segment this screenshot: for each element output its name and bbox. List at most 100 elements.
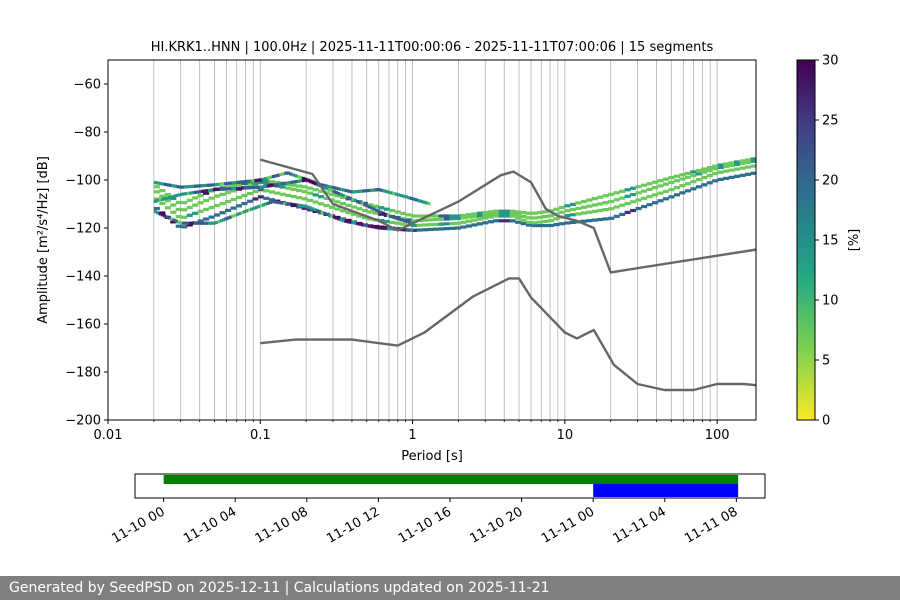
psd-cell <box>734 174 741 178</box>
psd-cell <box>350 205 357 209</box>
psd-cell <box>296 184 303 188</box>
psd-cell <box>236 186 240 191</box>
psd-cell <box>312 193 319 197</box>
psd-cell <box>318 210 322 214</box>
psd-cell <box>244 179 248 184</box>
psd-cell <box>263 189 270 193</box>
psd-cell <box>276 200 280 204</box>
psd-cell <box>274 191 281 195</box>
psd-cell <box>278 201 282 205</box>
psd-cell <box>230 189 237 193</box>
psd-cell <box>178 185 183 189</box>
psd-cell <box>241 180 245 184</box>
psd-cell <box>537 215 544 219</box>
psd-cell <box>246 184 253 188</box>
psd-cell <box>398 217 402 221</box>
psd-cell <box>235 182 243 187</box>
psd-cell <box>231 187 235 191</box>
psd-cell <box>739 159 746 163</box>
psd-cell <box>339 201 347 206</box>
psd-cell <box>591 197 598 201</box>
psd-cell <box>351 197 355 202</box>
psd-cell <box>160 197 164 201</box>
psd-cell <box>159 201 166 206</box>
psd-cell <box>668 176 675 180</box>
psd-cell <box>695 172 702 176</box>
psd-cell <box>613 205 620 209</box>
psd-cell <box>360 223 364 227</box>
psd-cell <box>196 184 200 188</box>
psd-cell <box>717 177 724 181</box>
psd-cell <box>334 216 338 220</box>
psd-cell <box>386 227 390 231</box>
psd-cell <box>279 185 286 189</box>
noise-models <box>259 158 756 392</box>
psd-cell <box>635 206 642 211</box>
psd-cell <box>224 187 228 191</box>
psd-cell <box>580 205 587 209</box>
psd-cell <box>192 203 199 207</box>
psd-cell <box>372 204 379 208</box>
psd-cell <box>493 214 500 218</box>
psd-cell <box>252 197 259 201</box>
psd-cell <box>745 158 752 162</box>
psd-cell <box>383 207 390 211</box>
psd-cell <box>363 223 367 227</box>
psd-cell <box>301 185 308 189</box>
psd-cell <box>419 199 423 203</box>
psd-cell <box>203 191 210 195</box>
psd-cell <box>482 221 489 225</box>
psd-cell <box>372 188 376 192</box>
psd-cell <box>173 184 178 188</box>
psd-cell <box>608 216 615 220</box>
psd-cell <box>433 222 440 226</box>
psd-cell <box>165 196 169 200</box>
psd-cell <box>235 195 243 200</box>
psd-cell <box>386 213 390 218</box>
psd-cell <box>241 201 248 206</box>
psd-cell <box>296 175 301 179</box>
psd-cell <box>268 180 275 184</box>
psd-cell <box>222 218 226 222</box>
psd-cell <box>283 181 287 186</box>
psd-cell <box>369 188 373 192</box>
psd-cell <box>188 184 193 189</box>
psd-cell <box>206 183 210 187</box>
psd-cell <box>219 182 223 186</box>
psd-cell <box>412 197 416 201</box>
psd-cell <box>591 209 598 213</box>
psd-cell <box>739 166 746 170</box>
psd-cell <box>414 198 418 202</box>
psd-cell <box>422 228 429 232</box>
psd-cell <box>542 215 549 219</box>
psd-cell <box>460 220 467 224</box>
psd-cell <box>285 202 289 206</box>
psd-cell <box>254 178 258 183</box>
psd-cell <box>597 208 604 213</box>
psd-cell <box>487 212 494 216</box>
psd-cell <box>404 195 408 199</box>
psd-cell <box>547 223 555 228</box>
psd-cell <box>211 183 215 187</box>
psd-cell <box>245 186 249 190</box>
psd-cell <box>460 225 467 229</box>
psd-cell <box>619 189 626 193</box>
psd-cell <box>294 203 298 207</box>
psd-cell <box>717 165 724 169</box>
psd-cell <box>217 220 221 224</box>
psd-cell <box>370 206 374 210</box>
psd-cell <box>717 163 724 167</box>
psd-cell <box>344 219 348 223</box>
psd-cell <box>728 175 735 179</box>
psd-cell <box>624 201 631 206</box>
psd-cell <box>476 211 483 215</box>
psd-cell <box>236 212 240 216</box>
psd-cell <box>274 181 281 185</box>
y-tick-label: −200 <box>65 414 101 429</box>
psd-cell <box>504 212 511 216</box>
psd-cell <box>238 211 242 216</box>
psd-cell <box>301 197 308 201</box>
psd-cell <box>679 191 686 195</box>
psd-cell <box>728 161 735 165</box>
psd-cell <box>250 207 254 211</box>
